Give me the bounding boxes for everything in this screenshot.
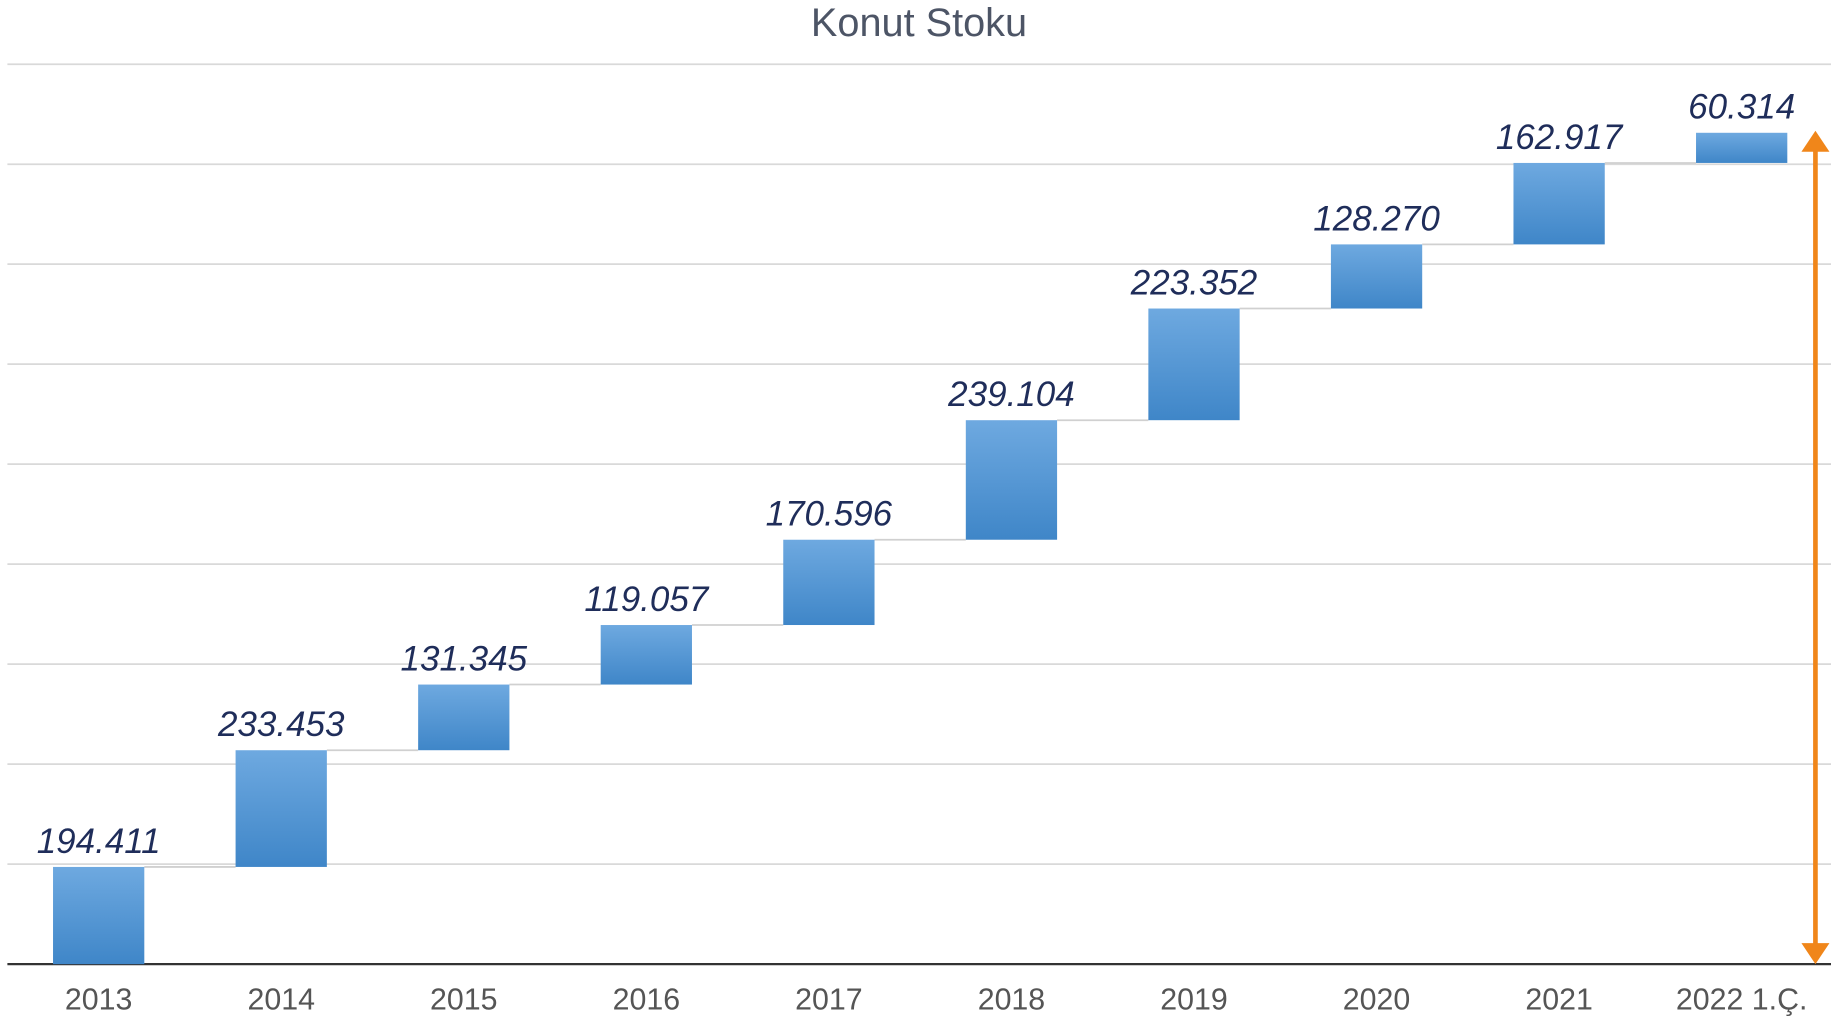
bar <box>1148 308 1240 421</box>
bar <box>235 750 327 867</box>
value-label: 223.352 <box>1130 263 1258 302</box>
value-label: 194.411 <box>37 822 161 861</box>
x-tick-label: 2019 <box>1160 984 1227 1017</box>
x-tick-label: 2017 <box>795 984 862 1017</box>
value-label: 233.453 <box>217 705 345 744</box>
bar <box>783 539 875 626</box>
x-tick-label: 2021 <box>1525 984 1592 1017</box>
value-label: 239.104 <box>947 375 1075 414</box>
x-tick-label: 2013 <box>65 984 132 1017</box>
x-tick-label: 2018 <box>978 984 1045 1017</box>
bar <box>1513 162 1605 245</box>
bar <box>1696 132 1788 163</box>
value-label: 162.917 <box>1496 118 1624 157</box>
bar <box>965 420 1058 540</box>
x-tick-label: 2020 <box>1343 984 1410 1017</box>
x-tick-label: 2015 <box>430 984 497 1017</box>
bar <box>53 866 145 965</box>
bar <box>1330 244 1423 309</box>
value-label: 119.057 <box>584 580 709 619</box>
bar <box>600 625 692 685</box>
arrow-head <box>1801 130 1830 152</box>
value-label: 60.314 <box>1688 88 1795 127</box>
x-tick-label: 2014 <box>247 984 314 1017</box>
x-tick-label: 2016 <box>613 984 680 1017</box>
value-label: 131.345 <box>401 639 528 678</box>
x-tick-label: 2022 1.Ç. <box>1676 984 1808 1017</box>
chart-title: Konut Stoku <box>811 1 1027 45</box>
value-label: 128.270 <box>1313 199 1440 238</box>
arrow-head <box>1801 943 1830 965</box>
value-label: 170.596 <box>766 495 893 534</box>
bar <box>418 684 510 751</box>
total-arrow <box>1801 130 1830 965</box>
marks: 2013 194.411 2014 233.453 2015 131.345 2016 119… <box>37 88 1808 1017</box>
